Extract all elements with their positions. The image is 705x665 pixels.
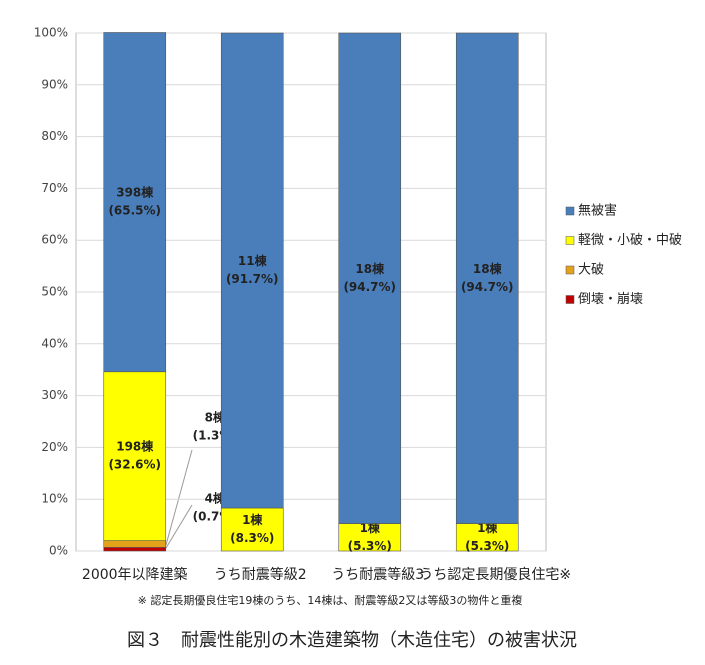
legend-swatch [565, 206, 575, 216]
value-label: 4棟 [205, 491, 226, 506]
bar-segment [338, 32, 402, 524]
x-tick-label: うち認定長期優良住宅※ [419, 567, 571, 583]
x-tick-label: うち耐震等級2 [214, 566, 307, 583]
y-tick-label: 80% [41, 129, 68, 143]
leader-line [165, 504, 193, 549]
value-label: 18棟 [473, 261, 503, 276]
y-tick-label: 40% [41, 336, 68, 350]
value-label: (94.7%) [343, 280, 396, 294]
legend-label: 無被害 [578, 203, 617, 219]
y-tick-label: 90% [41, 77, 68, 91]
legend-swatch [565, 236, 575, 245]
leader-line [165, 449, 193, 546]
bar-segment [103, 32, 167, 373]
value-label: (32.6%) [108, 458, 161, 472]
bar-segment [455, 523, 519, 552]
legend-swatch [565, 295, 575, 304]
value-label: 198棟 [116, 439, 154, 454]
bar-segment [103, 371, 167, 541]
legend-label: 倒壊・崩壊 [578, 292, 643, 307]
bar-segment [220, 32, 284, 509]
x-tick-label: 2000年以降建築 [82, 567, 188, 583]
value-label: 11棟 [238, 253, 268, 268]
y-tick-label: 100% [34, 26, 68, 40]
y-tick-label: 0% [49, 544, 68, 558]
x-tick-label: うち耐震等級3 [331, 566, 424, 583]
value-label: (65.5%) [108, 204, 161, 218]
value-label: (91.7%) [226, 272, 279, 286]
legend-label: 軽微・小破・中破 [578, 233, 682, 248]
value-label: 8棟 [205, 410, 226, 425]
bar-segment [103, 547, 167, 552]
value-label: 1棟 [242, 512, 263, 527]
caption: 図３ 耐震性能別の木造建築物（木造住宅）の被害状況 [127, 630, 577, 651]
value-label: 398棟 [116, 185, 154, 200]
value-label: (94.7%) [461, 280, 514, 294]
bar-segment [338, 523, 402, 552]
value-label: (5.3%) [348, 539, 392, 553]
value-label: (5.3%) [465, 539, 509, 553]
y-tick-label: 70% [41, 181, 68, 195]
y-tick-label: 50% [41, 285, 68, 299]
footnote: ※ 認定長期優良住宅19棟のうち、14棟は、耐震等級2又は等級3の物件と重複 [138, 593, 523, 607]
legend-label: 大破 [578, 263, 604, 278]
value-label: 18棟 [355, 261, 385, 276]
y-tick-label: 20% [41, 440, 68, 454]
bar-segment [455, 32, 519, 524]
y-tick-label: 10% [41, 492, 68, 506]
bar-segment [103, 540, 167, 548]
legend-swatch [565, 265, 575, 275]
y-tick-label: 30% [41, 388, 68, 402]
value-label: (8.3%) [230, 531, 274, 545]
y-tick-label: 60% [41, 233, 68, 247]
